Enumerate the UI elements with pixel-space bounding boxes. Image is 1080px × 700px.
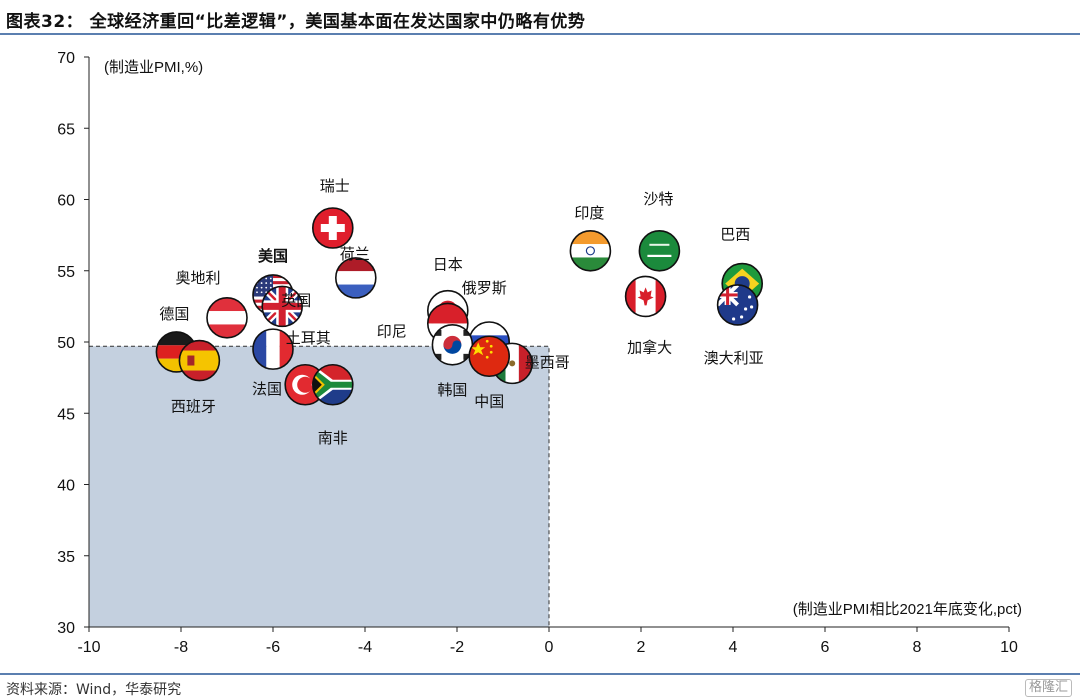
point-label-germany: 德国 xyxy=(159,305,189,323)
flag-marker-border xyxy=(334,257,377,299)
point-label-india: 印度 xyxy=(574,204,604,222)
point-label-switzerland: 瑞士 xyxy=(320,177,350,195)
flag-marker-border xyxy=(468,335,511,378)
y-tick-label: 45 xyxy=(57,406,75,423)
x-unit-label: (制造业PMI相比2021年底变化,pct) xyxy=(793,601,1022,618)
x-tick-label: -4 xyxy=(358,639,372,656)
y-unit-label: (制造业PMI,%) xyxy=(104,59,203,76)
y-tick-label: 40 xyxy=(57,478,75,495)
flag-marker-spain xyxy=(179,340,220,381)
x-tick-label: -6 xyxy=(266,639,280,656)
point-label-spain: 西班牙 xyxy=(171,398,216,416)
x-tick-label: 10 xyxy=(1000,639,1018,656)
flag-marker-southafrica xyxy=(312,364,353,405)
flag-marker-border xyxy=(178,339,221,382)
x-tick-label: 2 xyxy=(637,639,646,656)
y-tick-label: 70 xyxy=(57,50,75,67)
x-tick-label: -10 xyxy=(77,639,100,656)
flag-marker-border xyxy=(311,207,354,249)
point-label-turkey: 土耳其 xyxy=(286,329,331,347)
x-tick-label: -8 xyxy=(174,639,188,656)
flag-marker-border xyxy=(311,363,354,406)
flag-marker-border xyxy=(261,285,304,328)
point-label-saudi: 沙特 xyxy=(643,190,673,208)
x-tick-label: 8 xyxy=(913,639,922,656)
point-label-brazil: 巴西 xyxy=(720,226,750,244)
flag-marker-border xyxy=(252,328,294,370)
flag-marker-china xyxy=(469,336,510,377)
point-label-australia: 澳大利亚 xyxy=(704,349,764,367)
flag-marker-switzerland xyxy=(312,208,353,248)
flag-marker-border xyxy=(638,230,681,272)
x-tick-label: 6 xyxy=(821,639,830,656)
title-bar: 图表32： 全球经济重回“比差逻辑”，美国基本面在发达国家中仍略有优势 xyxy=(0,0,1080,34)
chart-figure-title: 图表32： 全球经济重回“比差逻辑”，美国基本面在发达国家中仍略有优势 xyxy=(6,12,586,32)
y-tick-label: 55 xyxy=(57,264,75,281)
point-label-japan: 日本 xyxy=(433,256,463,274)
point-label-canada: 加拿大 xyxy=(627,338,672,356)
x-tick-label: 0 xyxy=(545,639,554,656)
flag-marker-border xyxy=(716,284,759,326)
point-label-france: 法国 xyxy=(252,380,282,398)
point-label-china: 中国 xyxy=(474,392,504,410)
point-label-mexico: 墨西哥 xyxy=(525,353,570,371)
y-tick-label: 30 xyxy=(57,620,75,637)
y-tick-label: 65 xyxy=(57,121,75,138)
flag-marker-saudi xyxy=(639,230,680,271)
flag-marker-uk xyxy=(262,286,303,327)
flag-marker-border xyxy=(206,296,248,339)
point-label-southkorea: 韩国 xyxy=(437,381,467,399)
source-note: 资料来源：Wind，华泰研究 xyxy=(6,682,182,698)
flag-marker-border xyxy=(569,230,612,272)
x-tick-label: 4 xyxy=(729,639,738,656)
point-label-indonesia: 印尼 xyxy=(377,322,407,340)
point-label-netherlands: 荷兰 xyxy=(340,245,370,263)
point-label-russia: 俄罗斯 xyxy=(462,279,507,297)
top-rule xyxy=(0,33,1080,35)
point-label-southafrica: 南非 xyxy=(318,429,348,447)
point-label-uk: 英国 xyxy=(281,291,311,309)
y-tick-label: 60 xyxy=(57,193,75,210)
scatter-chart: 30 35 40 45 50 55 60 65 70 -10 -8 -6 -4 -2 0 2 4 6 8 10 (制造业… xyxy=(57,50,1022,656)
y-tick-label: 35 xyxy=(57,549,75,566)
flag-marker-canada xyxy=(625,276,666,317)
flag-marker-southkorea xyxy=(432,324,473,365)
point-label-austria: 奥地利 xyxy=(175,269,220,287)
bottom-rule xyxy=(0,673,1080,675)
y-tick-label: 50 xyxy=(57,335,75,352)
watermark-logo: 格隆汇 xyxy=(1024,679,1072,697)
point-label-usa: 美国 xyxy=(258,247,288,265)
flag-marker-border xyxy=(624,275,667,318)
x-tick-label: -2 xyxy=(450,639,464,656)
flag-marker-australia xyxy=(717,284,758,325)
